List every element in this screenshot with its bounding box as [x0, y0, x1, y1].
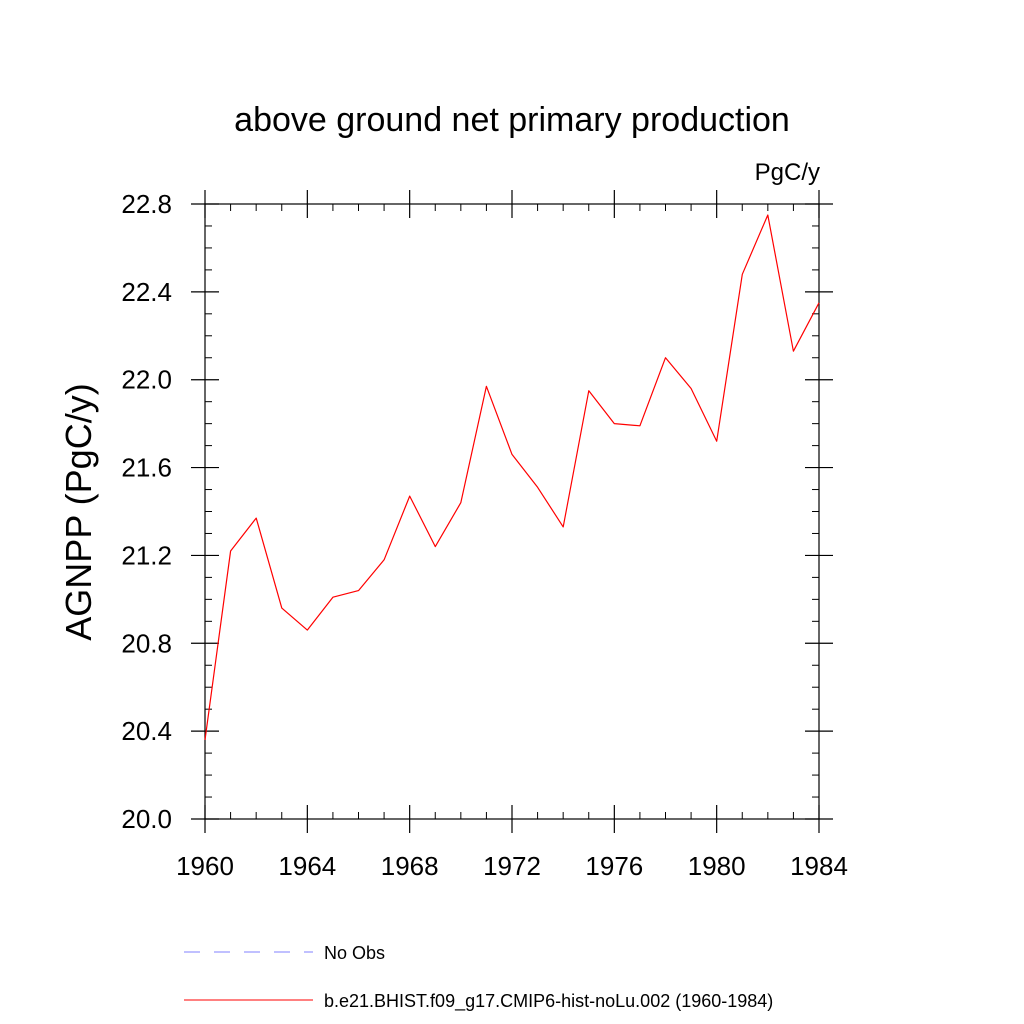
legend-label: No Obs [324, 943, 385, 963]
plot-frame [204, 203, 820, 820]
y-tick-label: 21.2 [121, 540, 172, 570]
x-tick-label: 1980 [688, 851, 746, 881]
y-axis-label: AGNPP (PgC/y) [58, 383, 99, 640]
legend-label: b.e21.BHIST.f09_g17.CMIP6-hist-noLu.002 … [324, 991, 773, 1012]
units-label: PgC/y [755, 159, 820, 186]
y-tick-label: 22.8 [121, 189, 172, 219]
y-tick-label: 22.0 [121, 365, 172, 395]
x-tick-label: 1968 [381, 851, 439, 881]
y-tick-label: 21.6 [121, 453, 172, 483]
x-tick-label: 1960 [176, 851, 234, 881]
x-tick-label: 1964 [278, 851, 336, 881]
x-ticks: 1960 1964 1968 1972 1976 1980 1984 [176, 190, 848, 881]
y-tick-label: 20.8 [121, 628, 172, 658]
y-tick-label: 20.0 [121, 804, 172, 834]
chart-title: above ground net primary production [234, 101, 790, 139]
y-tick-label: 22.4 [121, 277, 172, 307]
series-layer [204, 214, 820, 740]
x-tick-label: 1972 [483, 851, 541, 881]
y-ticks: 20.0 20.4 20.8 21.2 21.6 22.0 22.4 22.8 [121, 189, 833, 834]
y-tick-label: 20.4 [121, 716, 172, 746]
x-tick-label: 1976 [585, 851, 643, 881]
series-line [204, 214, 820, 740]
x-tick-label: 1984 [790, 851, 848, 881]
legend: No Obs b.e21.BHIST.f09_g17.CMIP6-hist-noL… [184, 943, 773, 1012]
